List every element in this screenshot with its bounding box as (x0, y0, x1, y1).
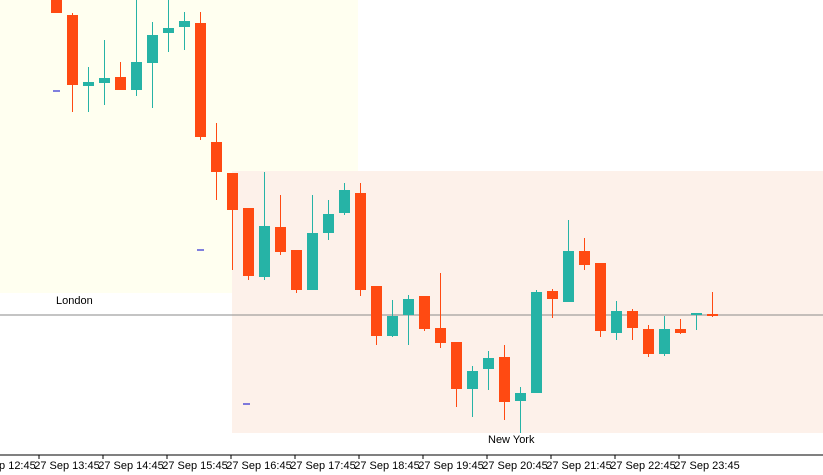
x-tick-label: 27 Sep 15:45 (162, 460, 227, 472)
candle-body (483, 358, 494, 369)
candle-body (323, 214, 334, 233)
candle-body (691, 313, 702, 315)
candle-body (643, 329, 654, 354)
session-label: London (56, 295, 93, 307)
candle-body (435, 328, 446, 343)
candle-body (451, 342, 462, 389)
candle-body (547, 291, 558, 299)
candle-body (291, 250, 302, 290)
x-tick-label: 27 Sep 21:45 (546, 460, 611, 472)
candle-body (115, 77, 126, 90)
candle-body (707, 314, 718, 316)
x-tick-label: 27 Sep 22:45 (610, 460, 675, 472)
candle-body (387, 316, 398, 336)
candle-body (195, 23, 206, 137)
candle-body (659, 329, 670, 354)
candle-body (147, 35, 158, 63)
x-tick-label: 27 Sep 20:45 (482, 460, 547, 472)
candle-body (339, 190, 350, 213)
candle-body (355, 193, 366, 290)
candle-body (307, 233, 318, 290)
candle-body (243, 208, 254, 276)
candle-body (275, 227, 286, 252)
x-tick-label: 27 Sep 17:45 (290, 460, 355, 472)
candle-body (611, 311, 622, 333)
x-tick-label: 27 Sep 16:45 (226, 460, 291, 472)
new-york-session (232, 171, 823, 433)
candle-body (531, 292, 542, 393)
candle-body (675, 329, 686, 333)
candle-body (563, 251, 574, 302)
candle-body (467, 371, 478, 389)
candle-body (371, 286, 382, 336)
candle-body (419, 296, 430, 329)
candle-body (51, 0, 62, 13)
candle-body (163, 28, 174, 33)
candle-body (99, 78, 110, 83)
candle-body (499, 357, 510, 402)
candle-body (579, 251, 590, 265)
x-tick-label: 27 Sep 12:45 (0, 460, 36, 472)
x-tick-label: 27 Sep 14:45 (98, 460, 163, 472)
x-tick-label: 27 Sep 18:45 (354, 460, 419, 472)
candle-body (515, 393, 526, 401)
candle-body (83, 82, 94, 86)
candle-body (259, 226, 270, 277)
x-tick-label: 27 Sep 19:45 (418, 460, 483, 472)
candle-body (627, 311, 638, 328)
candle-body (67, 15, 78, 85)
candle-body (211, 142, 222, 172)
candle-body (179, 21, 190, 27)
candle-body (595, 263, 606, 331)
candle-body (403, 299, 414, 315)
session-label: New York (488, 434, 535, 446)
x-tick-label: 27 Sep 13:45 (34, 460, 99, 472)
candle-body (227, 173, 238, 210)
candle-body (131, 62, 142, 90)
x-tick-label: 27 Sep 23:45 (674, 460, 739, 472)
